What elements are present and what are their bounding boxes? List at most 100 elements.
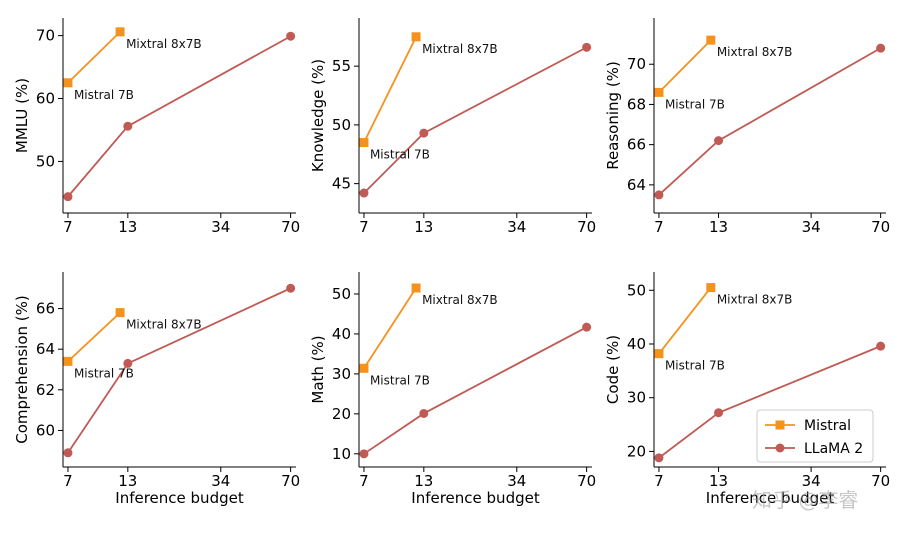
point-llama-2 bbox=[359, 449, 369, 459]
x-tick-label: 34 bbox=[802, 218, 821, 236]
annotation-mistral-7b: Mistral 7B bbox=[370, 148, 430, 162]
point-llama-2 bbox=[63, 192, 73, 202]
x-tick-label: 13 bbox=[118, 472, 137, 490]
point-llama-2 bbox=[286, 31, 296, 41]
y-tick-label: 66 bbox=[627, 136, 646, 154]
x-axis-label: Inference budget bbox=[411, 489, 540, 507]
x-tick-label: 34 bbox=[802, 472, 821, 490]
annotation-mixtral-8x7b: Mixtral 8x7B bbox=[126, 318, 202, 332]
subplot-comprehension: 7 13 34 70 60 62 64 66 Comprehension (%) Inferenc… bbox=[13, 272, 300, 507]
y-tick-label: 20 bbox=[332, 405, 351, 423]
annotation-mistral-7b: Mistral 7B bbox=[665, 359, 725, 373]
point-llama-2 bbox=[582, 322, 592, 332]
x-tick-label: 70 bbox=[577, 472, 596, 490]
y-tick-label: 40 bbox=[627, 335, 646, 353]
y-tick-label: 70 bbox=[36, 27, 55, 45]
point-mistral bbox=[706, 283, 716, 293]
x-tick-label: 34 bbox=[507, 218, 526, 236]
series-line-llama-2 bbox=[67, 35, 292, 198]
x-tick-label: 7 bbox=[654, 218, 664, 236]
x-tick-label: 13 bbox=[709, 472, 728, 490]
point-llama-2 bbox=[63, 448, 73, 458]
point-mistral bbox=[63, 356, 73, 366]
x-axis-label: Inference budget bbox=[115, 489, 244, 507]
annotation-mixtral-8x7b: Mixtral 8x7B bbox=[717, 45, 793, 59]
point-mistral bbox=[411, 283, 421, 293]
y-tick-label: 60 bbox=[36, 90, 55, 108]
y-tick-label: 50 bbox=[332, 285, 351, 303]
point-mistral bbox=[411, 32, 421, 42]
point-llama-2 bbox=[419, 408, 429, 418]
series-line-mistral bbox=[658, 39, 712, 94]
point-llama-2 bbox=[714, 408, 724, 418]
point-llama-2 bbox=[654, 453, 664, 463]
subplot-reasoning: 7 13 34 70 64 66 68 70 Reasoning (%) Mistral 7B Mi… bbox=[604, 18, 890, 236]
y-tick-label: 45 bbox=[332, 175, 351, 193]
point-llama-2 bbox=[876, 341, 886, 351]
legend-marker-llama-2 bbox=[775, 443, 785, 453]
y-tick-label: 68 bbox=[627, 95, 646, 113]
legend-frame bbox=[756, 409, 874, 463]
watermark-text: 知乎 @李睿 bbox=[752, 488, 858, 512]
annotation-mixtral-8x7b: Mixtral 8x7B bbox=[126, 37, 202, 51]
point-mistral bbox=[706, 35, 716, 45]
point-llama-2 bbox=[582, 42, 592, 52]
point-llama-2 bbox=[876, 43, 886, 53]
series-line-mistral bbox=[363, 287, 417, 369]
y-tick-label: 10 bbox=[332, 445, 351, 463]
annotation-mistral-7b: Mistral 7B bbox=[74, 366, 134, 380]
subplot-mmlu: 7 13 34 70 50 60 70 MMLU (%) Mistral 7B Mixtral 8… bbox=[13, 18, 300, 236]
y-tick-label: 30 bbox=[627, 389, 646, 407]
subplot-knowledge: 7 13 34 70 45 50 55 Knowledge (%) Mistral 7B Mixt… bbox=[309, 18, 596, 236]
annotation-mixtral-8x7b: Mixtral 8x7B bbox=[422, 293, 498, 307]
series-line-llama-2 bbox=[658, 47, 882, 196]
point-llama-2 bbox=[654, 190, 664, 200]
x-axis-label: Inference budget bbox=[706, 489, 835, 507]
y-axis-label: MMLU (%) bbox=[13, 78, 31, 153]
y-tick-label: 64 bbox=[627, 176, 646, 194]
point-llama-2 bbox=[123, 358, 133, 368]
subplot-code: 7 13 34 70 20 30 40 50 Code (%) Inference budget M… bbox=[604, 272, 890, 507]
x-tick-label: 7 bbox=[654, 472, 664, 490]
subplot-math: 7 13 34 70 10 20 30 40 50 Math (%) Inference budge… bbox=[309, 272, 596, 507]
y-tick-label: 50 bbox=[332, 116, 351, 134]
x-tick-label: 7 bbox=[359, 472, 369, 490]
y-tick-label: 62 bbox=[36, 381, 55, 399]
annotation-mixtral-8x7b: Mixtral 8x7B bbox=[422, 42, 498, 56]
annotation-mistral-7b: Mistral 7B bbox=[74, 88, 134, 102]
y-axis-label: Math (%) bbox=[309, 335, 327, 403]
legend: Mistral LLaMA 2 bbox=[756, 409, 874, 463]
y-tick-label: 20 bbox=[627, 442, 646, 460]
y-tick-label: 55 bbox=[332, 57, 351, 75]
legend-label-llama-2: LLaMA 2 bbox=[804, 441, 863, 457]
x-tick-label: 13 bbox=[709, 218, 728, 236]
x-tick-label: 70 bbox=[577, 218, 596, 236]
y-tick-label: 50 bbox=[627, 281, 646, 299]
point-mistral bbox=[115, 27, 125, 37]
legend-marker-mistral bbox=[775, 420, 785, 430]
x-tick-label: 70 bbox=[871, 218, 890, 236]
series-line-mistral bbox=[363, 36, 417, 143]
y-axis-label: Comprehension (%) bbox=[13, 295, 31, 443]
y-tick-label: 66 bbox=[36, 300, 55, 318]
series-line-llama-2 bbox=[363, 326, 588, 455]
y-axis-label: Reasoning (%) bbox=[604, 61, 622, 170]
series-line-mistral bbox=[67, 31, 121, 84]
series-line-llama-2 bbox=[363, 46, 588, 194]
x-tick-label: 70 bbox=[871, 472, 890, 490]
point-mistral bbox=[359, 138, 369, 148]
y-axis-label: Knowledge (%) bbox=[309, 59, 327, 172]
annotation-mixtral-8x7b: Mixtral 8x7B bbox=[717, 293, 793, 307]
point-llama-2 bbox=[419, 128, 429, 138]
point-llama-2 bbox=[286, 283, 296, 293]
x-tick-label: 34 bbox=[507, 472, 526, 490]
x-tick-label: 70 bbox=[281, 472, 300, 490]
y-tick-label: 40 bbox=[332, 325, 351, 343]
x-tick-label: 13 bbox=[118, 218, 137, 236]
x-tick-label: 34 bbox=[211, 472, 230, 490]
legend-label-mistral: Mistral bbox=[804, 418, 851, 434]
y-tick-label: 64 bbox=[36, 340, 55, 358]
point-mistral bbox=[63, 78, 73, 88]
series-line-mistral bbox=[67, 311, 121, 363]
